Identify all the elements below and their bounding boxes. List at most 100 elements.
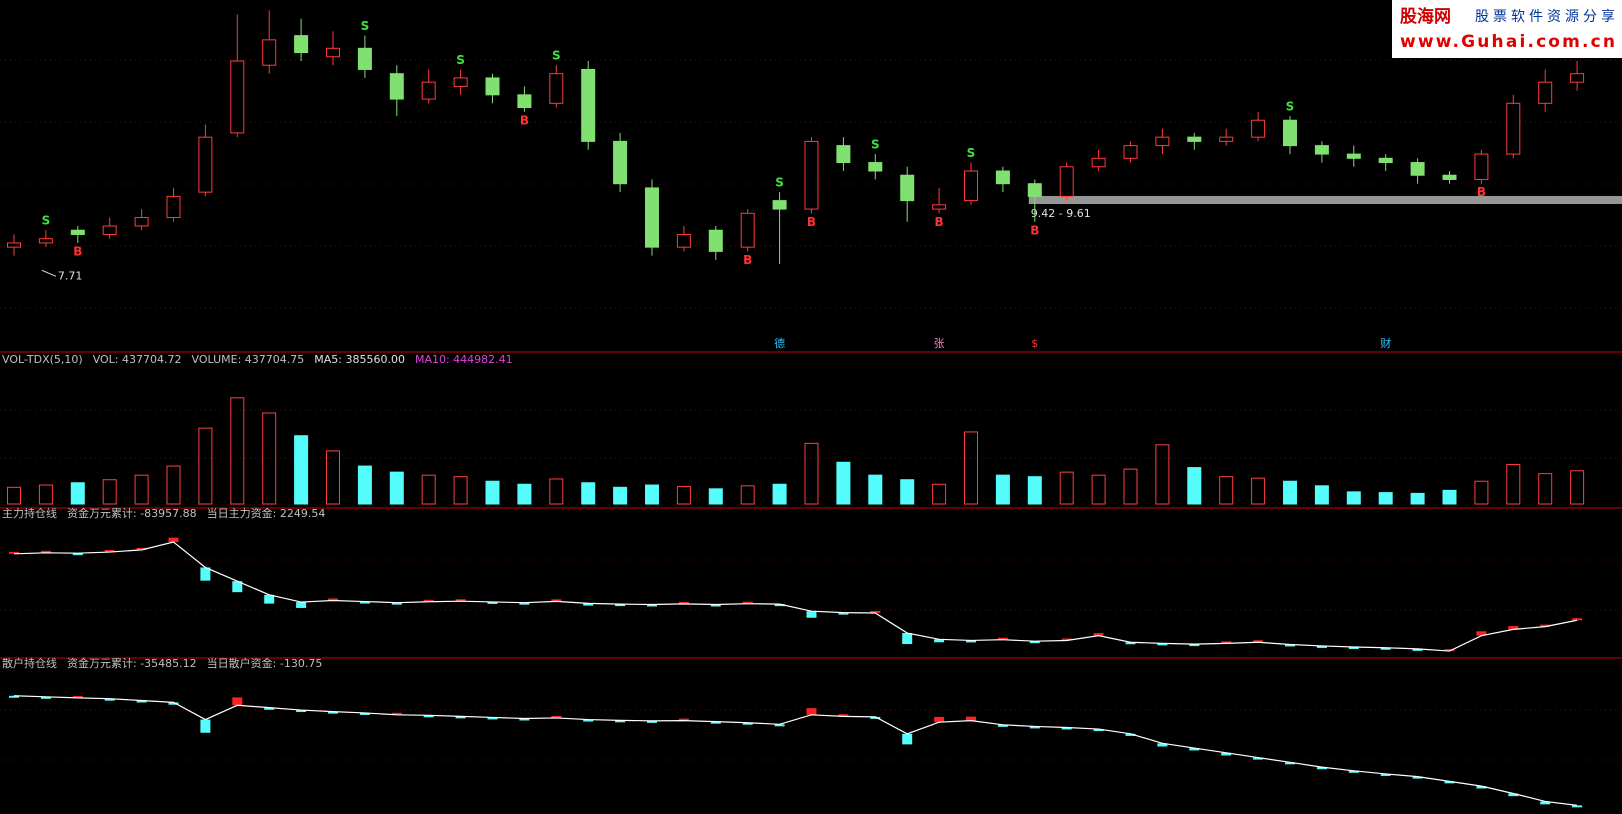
volume-bar — [1346, 491, 1361, 505]
daily-bar — [487, 717, 498, 720]
daily-bar — [136, 547, 147, 550]
candle-body — [1123, 145, 1138, 159]
daily-bar — [136, 700, 147, 703]
daily-bar — [1189, 748, 1200, 751]
indicator-label: 主力持仓线 — [2, 506, 57, 520]
volume-bar — [421, 474, 436, 505]
volume-bar — [134, 474, 149, 505]
volume-bar — [166, 465, 181, 505]
daily-bar — [742, 722, 753, 725]
logo-name: 股海网 — [1400, 6, 1451, 27]
candle-body — [357, 47, 372, 70]
daily-bar — [806, 708, 817, 715]
volume-bar — [708, 488, 723, 505]
daily-bar — [838, 714, 849, 717]
event-marker: 财 — [1380, 336, 1391, 350]
volume-bar — [868, 474, 883, 505]
low-label: 7.71 — [58, 269, 83, 282]
candle-body — [836, 145, 851, 164]
daily-bar — [455, 599, 466, 602]
daily-bar — [1508, 793, 1519, 797]
volume-bar — [1187, 467, 1202, 505]
daily-bar — [104, 698, 115, 701]
candle-body — [7, 242, 21, 248]
daily-bar — [487, 601, 498, 604]
indicator-label: 散户持仓线 — [2, 656, 57, 670]
daily-bar — [615, 604, 626, 607]
volume-bar — [389, 471, 404, 505]
daily-bar — [232, 581, 243, 593]
daily-bar — [359, 601, 370, 604]
daily-bar — [72, 695, 83, 698]
daily-bar — [1061, 638, 1072, 641]
volume-bar — [900, 479, 915, 505]
volume-bar — [676, 486, 691, 505]
daily-bar — [296, 602, 307, 608]
candle-body — [485, 77, 500, 96]
indicator-label: VOLUME: 437704.75 — [192, 353, 305, 366]
signal-label: B — [935, 215, 944, 229]
candle-body — [70, 229, 85, 235]
candle-body — [645, 187, 659, 248]
volume-bar — [485, 480, 500, 505]
daily-bar — [1253, 640, 1264, 643]
volume-bar — [1442, 489, 1457, 505]
daily-bar — [104, 550, 115, 553]
volume-bar — [1155, 444, 1170, 505]
daily-bar — [1189, 644, 1200, 647]
indicator-label: 资金万元累计: -35485.12 — [67, 656, 197, 670]
candle-body — [581, 68, 596, 142]
daily-bar — [1348, 647, 1359, 650]
signal-label: S — [42, 214, 51, 228]
volume-bar — [549, 478, 564, 505]
volume-bar — [230, 397, 245, 505]
daily-bar — [1380, 647, 1391, 650]
candle-body — [326, 47, 340, 58]
daily-bar — [1572, 805, 1583, 808]
daily-bar — [551, 599, 562, 602]
daily-bar — [1029, 641, 1040, 644]
daily-bar — [40, 550, 51, 553]
candle-body — [1027, 183, 1042, 197]
candle-body — [613, 140, 628, 185]
daily-bar — [168, 702, 179, 705]
daily-bar — [423, 599, 434, 602]
candle-body — [1251, 119, 1266, 138]
candle-body — [676, 233, 691, 248]
daily-bar — [1412, 776, 1423, 779]
daily-bar — [391, 602, 402, 605]
daily-bar — [1221, 641, 1232, 644]
candle-body — [549, 73, 564, 104]
candle-body — [1506, 102, 1521, 155]
volume-bar — [102, 479, 117, 505]
volume-bar — [1219, 476, 1234, 505]
cumulative-line — [13, 695, 1578, 806]
cumulative-line — [13, 541, 1578, 652]
daily-bar — [1444, 781, 1455, 784]
candle-body — [1059, 166, 1074, 197]
volume-bar — [1570, 470, 1585, 505]
candle-body — [294, 35, 309, 54]
daily-bar — [1412, 648, 1423, 651]
candle-body — [900, 174, 915, 202]
daily-bar — [997, 637, 1008, 640]
candle-body — [1410, 162, 1425, 176]
daily-bar — [710, 721, 721, 724]
daily-bar — [1125, 733, 1136, 736]
candle-body — [1091, 157, 1106, 168]
signal-label: S — [552, 49, 561, 63]
daily-bar — [1061, 727, 1072, 730]
volume-bar — [1027, 476, 1042, 505]
candle-body — [1474, 153, 1489, 180]
daily-bar — [200, 719, 211, 733]
volume-bar — [7, 486, 21, 505]
daily-bar — [1157, 643, 1168, 646]
candle-body — [1187, 136, 1202, 142]
volume-bar — [932, 483, 947, 505]
candle-body — [964, 170, 978, 202]
candle-body — [230, 60, 245, 134]
daily-bar — [615, 720, 626, 723]
volume-bar — [1251, 477, 1266, 505]
